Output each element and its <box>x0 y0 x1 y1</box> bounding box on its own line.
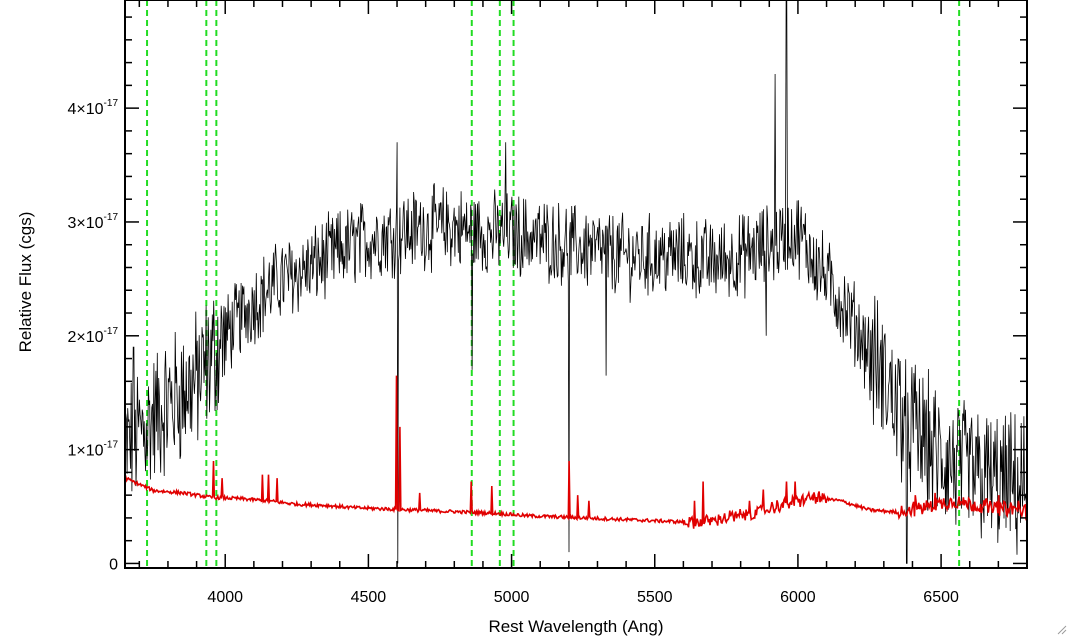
y-tick-label: 2×10-17 <box>68 326 119 346</box>
resize-grip-icon[interactable] <box>1055 623 1067 635</box>
plot-axes <box>124 0 1028 569</box>
observed-spectrum-line <box>125 0 1027 564</box>
x-tick-label: 5500 <box>637 589 673 606</box>
plot-frame <box>124 0 1028 569</box>
x-axis-label: Rest Wavelength (Ang) <box>488 617 663 636</box>
y-tick-exponent: -17 <box>104 440 119 451</box>
y-tick-labels: 01×10-172×10-173×10-174×10-17 <box>68 98 119 573</box>
x-tick-label: 4000 <box>207 589 243 606</box>
y-axis-label: Relative Flux (cgs) <box>16 212 35 353</box>
y-tick-label: 0 <box>109 556 118 573</box>
x-tick-label: 4500 <box>351 589 387 606</box>
y-tick-exponent: -17 <box>104 212 119 223</box>
y-tick-label: 1×10-17 <box>68 440 119 460</box>
y-tick-mantissa: 0 <box>109 556 118 573</box>
x-tick-label: 6000 <box>780 589 816 606</box>
y-tick-exponent: -17 <box>104 98 119 109</box>
series-layer <box>125 0 1027 564</box>
y-tick-mantissa: 3×10 <box>68 215 104 232</box>
y-tick-mantissa: 2×10 <box>68 329 104 346</box>
emission-line-markers <box>146 0 961 568</box>
y-tick-exponent: -17 <box>104 326 119 337</box>
y-tick-label: 3×10-17 <box>68 212 119 232</box>
x-tick-labels: 4000 4500 5000 5500 6000 6500 <box>207 589 959 606</box>
x-tick-label: 5000 <box>494 589 530 606</box>
y-tick-mantissa: 1×10 <box>68 443 104 460</box>
model-spectrum-line <box>125 375 1027 529</box>
y-tick-mantissa: 4×10 <box>68 101 104 118</box>
x-tick-label: 6500 <box>923 589 959 606</box>
y-tick-label: 4×10-17 <box>68 98 119 118</box>
